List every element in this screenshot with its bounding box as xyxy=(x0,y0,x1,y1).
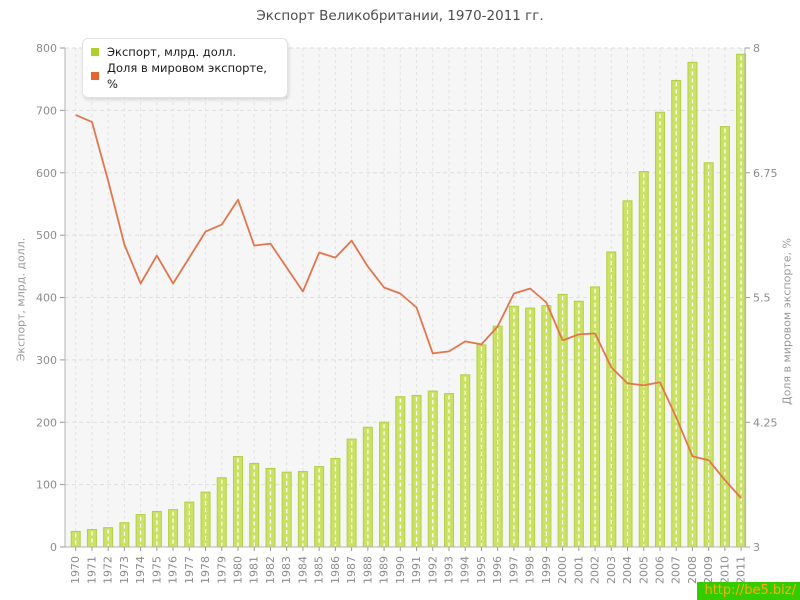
x-axis-tick-label: 1995 xyxy=(475,556,488,584)
x-axis-tick-label: 1983 xyxy=(280,556,293,584)
x-axis-tick-label: 1993 xyxy=(442,556,455,584)
y-axis-tick-label: 600 xyxy=(36,167,57,180)
x-axis-tick-label: 1997 xyxy=(507,556,520,584)
x-axis-tick-label: 1996 xyxy=(491,556,504,584)
x-axis-tick-label: 1992 xyxy=(426,556,439,584)
right-axis-tick-label: 3 xyxy=(753,541,760,554)
x-axis-tick-label: 1999 xyxy=(540,556,553,584)
x-axis-tick-label: 2005 xyxy=(637,556,650,584)
x-axis-tick-label: 2011 xyxy=(735,556,748,584)
x-axis-tick-label: 2008 xyxy=(686,556,699,584)
watermark-link[interactable]: http://be5.biz/ xyxy=(697,582,800,600)
share-series-swatch xyxy=(91,72,99,80)
legend-item-export[interactable]: Экспорт, млрд. долл. xyxy=(91,44,279,60)
x-axis-tick-label: 1973 xyxy=(118,556,131,584)
y-axis-tick-label: 300 xyxy=(36,354,57,367)
x-axis-tick-label: 2002 xyxy=(589,556,602,584)
y-axis-tick-label: 500 xyxy=(36,229,57,242)
right-axis-tick-label: 6.75 xyxy=(753,167,778,180)
x-axis-tick-label: 1980 xyxy=(232,556,245,584)
x-axis-tick-label: 1990 xyxy=(394,556,407,584)
y-axis-tick-label: 700 xyxy=(36,104,57,117)
x-axis-tick-label: 1994 xyxy=(459,556,472,584)
right-axis-tick-label: 5.5 xyxy=(753,292,771,305)
x-axis-tick-label: 1970 xyxy=(69,556,82,584)
left-axis-title: Экспорт, млрд. долл. xyxy=(14,237,28,362)
y-axis-tick-label: 100 xyxy=(36,479,57,492)
right-axis-tick-label: 4.25 xyxy=(753,416,778,429)
x-axis-tick-label: 1971 xyxy=(85,556,98,584)
legend-item-share-label: Доля в мировом экспорте, % xyxy=(107,61,267,91)
x-axis-tick-label: 1972 xyxy=(102,556,115,584)
x-axis-tick-label: 1977 xyxy=(183,556,196,584)
x-axis-tick-label: 1984 xyxy=(296,556,309,584)
x-axis-tick-label: 2001 xyxy=(572,556,585,584)
x-axis-tick-label: 2004 xyxy=(621,556,634,584)
x-axis-tick-label: 2007 xyxy=(670,556,683,584)
x-axis-tick-label: 1979 xyxy=(215,556,228,584)
x-axis-tick-label: 2006 xyxy=(653,556,666,584)
y-axis-tick-label: 200 xyxy=(36,416,57,429)
x-axis-tick-label: 1982 xyxy=(264,556,277,584)
x-axis-tick-label: 2000 xyxy=(556,556,569,584)
x-axis-tick-label: 1978 xyxy=(199,556,212,584)
x-axis-tick-label: 1987 xyxy=(345,556,358,584)
x-axis-tick-label: 1976 xyxy=(167,556,180,584)
x-axis-tick-label: 2003 xyxy=(605,556,618,584)
right-axis-tick-label: 8 xyxy=(753,42,760,55)
legend: Экспорт, млрд. долл. Доля в мировом эксп… xyxy=(82,38,288,98)
legend-item-share[interactable]: Доля в мировом экспорте, % xyxy=(91,60,279,92)
x-axis-tick-label: 1989 xyxy=(378,556,391,584)
x-axis-tick-label: 1981 xyxy=(248,556,261,584)
y-axis-tick-label: 400 xyxy=(36,292,57,305)
share-line xyxy=(75,114,742,499)
chart-title: Экспорт Великобритании, 1970-2011 гг. xyxy=(256,8,544,24)
x-axis-tick-label: 1985 xyxy=(313,556,326,584)
y-axis-tick-label: 800 xyxy=(36,42,57,55)
bar-1997 xyxy=(508,305,519,548)
x-axis-tick-label: 1991 xyxy=(410,556,423,584)
x-axis-tick-label: 1975 xyxy=(150,556,163,584)
x-axis-tick-label: 1986 xyxy=(329,556,342,584)
export-series-swatch xyxy=(91,48,99,56)
bar-1998 xyxy=(525,307,536,548)
x-axis-tick-label: 1988 xyxy=(361,556,374,584)
x-axis-tick-label: 1998 xyxy=(524,556,537,584)
x-axis-tick-label: 1974 xyxy=(134,556,147,584)
right-axis-title: Доля в мировом экспорте, % xyxy=(780,238,794,405)
x-axis-tick-label: 2010 xyxy=(718,556,731,584)
y-axis-tick-label: 0 xyxy=(50,541,57,554)
x-axis-tick-label: 2009 xyxy=(702,556,715,584)
legend-item-export-label: Экспорт, млрд. долл. xyxy=(107,45,237,59)
